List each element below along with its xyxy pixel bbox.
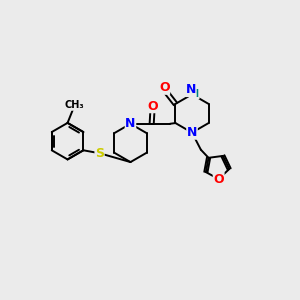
Text: N: N bbox=[187, 126, 197, 139]
Text: S: S bbox=[95, 147, 104, 160]
Text: H: H bbox=[190, 89, 199, 99]
Text: O: O bbox=[213, 172, 224, 185]
Text: O: O bbox=[147, 100, 158, 112]
Text: CH₃: CH₃ bbox=[64, 100, 84, 110]
Text: N: N bbox=[125, 117, 136, 130]
Text: O: O bbox=[159, 81, 169, 94]
Text: N: N bbox=[186, 83, 196, 96]
